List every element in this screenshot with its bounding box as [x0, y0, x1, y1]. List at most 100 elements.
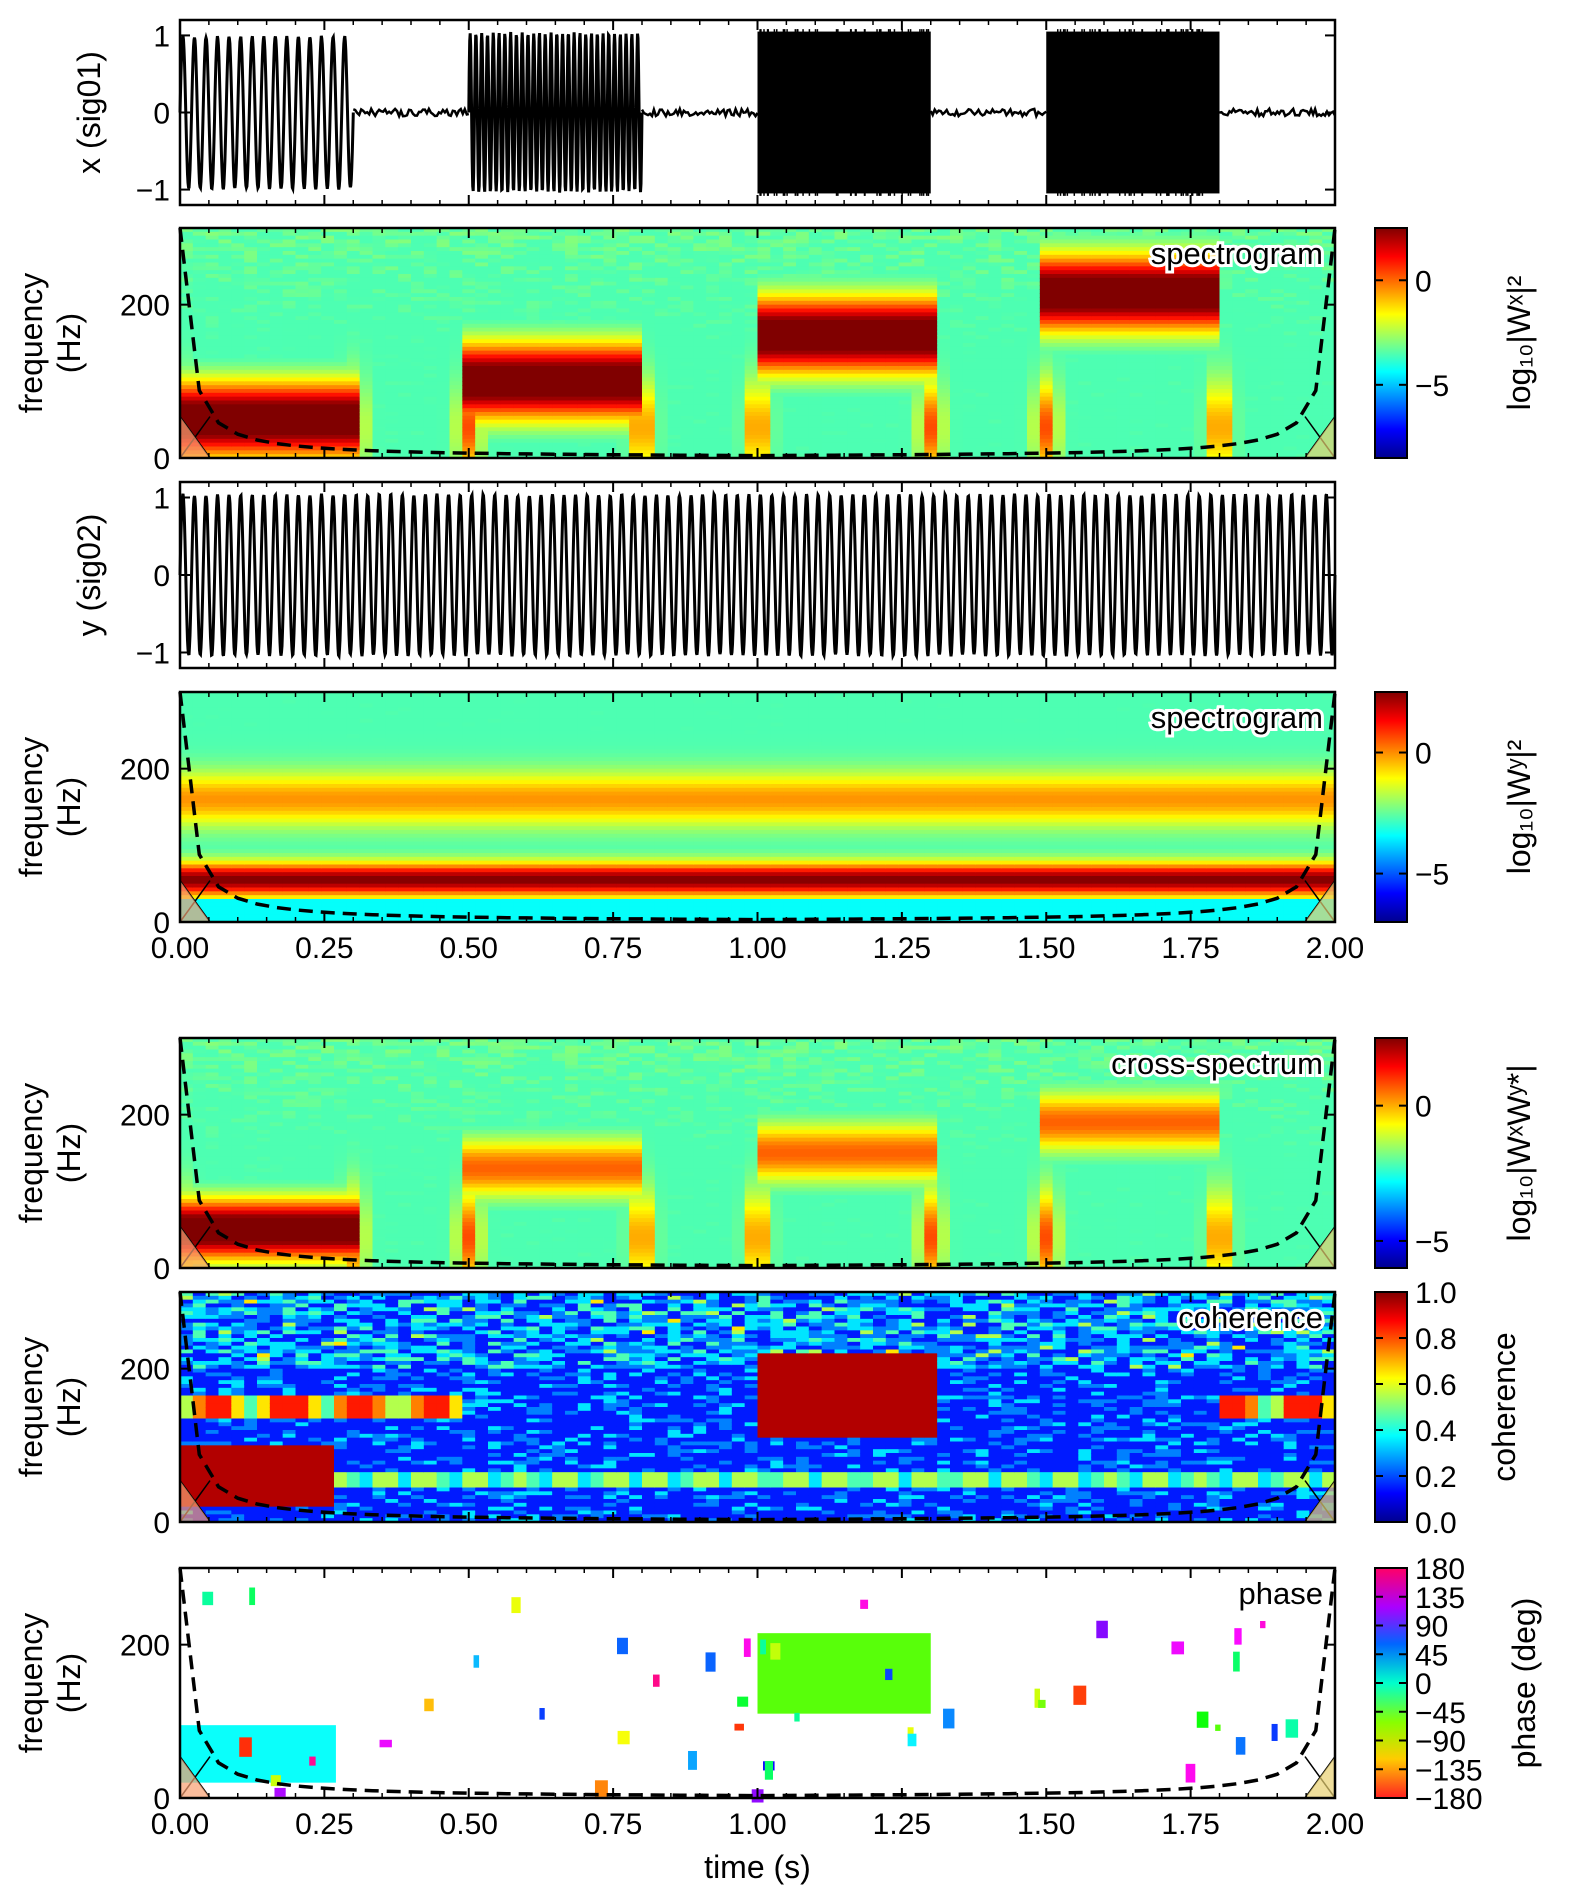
heatmap-cell: [219, 328, 232, 332]
heatmap-cell: [334, 339, 347, 343]
heatmap-cell: [360, 259, 373, 263]
heatmap-cell: [398, 312, 411, 316]
heatmap-cell: [437, 324, 450, 328]
heatmap-cell: [501, 263, 514, 267]
heatmap-cell: [475, 447, 488, 451]
heatmap-cell: [411, 289, 424, 293]
heatmap-cell: [475, 266, 488, 270]
heatmap-cell: [462, 328, 475, 332]
heatmap-cell: [206, 293, 219, 297]
heatmap-cell: [437, 328, 450, 332]
heatmap-cell: [475, 270, 488, 274]
heatmap-cell: [488, 240, 501, 244]
heatmap-cell: [424, 236, 437, 240]
heatmap-cell: [308, 263, 321, 267]
heatmap-cell: [424, 378, 437, 382]
heatmap-cell: [373, 312, 386, 316]
heatmap-cell: [385, 278, 398, 282]
heatmap-cell: [411, 381, 424, 385]
heatmap-cell: [360, 401, 373, 405]
heatmap-cell: [398, 232, 411, 236]
heatmap-cell: [501, 324, 514, 328]
heatmap-cell: [424, 335, 437, 339]
heatmap-cell: [334, 385, 347, 389]
heatmap-cell: [193, 251, 206, 255]
heatmap-cell: [347, 412, 360, 416]
heatmap-cell: [424, 255, 437, 259]
heatmap-cell: [450, 424, 463, 428]
heatmap-cell: [501, 424, 514, 428]
heatmap-cell: [385, 439, 398, 443]
heatmap-cell: [321, 282, 334, 286]
heatmap-cell: [334, 366, 347, 370]
heatmap-cell: [270, 385, 283, 389]
heatmap-cell: [450, 427, 463, 431]
heatmap-cell: [488, 312, 501, 316]
heatmap-cell: [193, 282, 206, 286]
heatmap-cell: [231, 366, 244, 370]
heatmap-cell: [385, 370, 398, 374]
heatmap-cell: [206, 297, 219, 301]
heatmap-cell: [308, 247, 321, 251]
heatmap-cell: [219, 447, 232, 451]
heatmap-cell: [411, 427, 424, 431]
heatmap-cell: [321, 393, 334, 397]
heatmap-cell: [334, 301, 347, 305]
heatmap-cell: [501, 293, 514, 297]
heatmap-cell: [244, 255, 257, 259]
heatmap-cell: [231, 320, 244, 324]
heatmap-cell: [385, 401, 398, 405]
heatmap-cell: [462, 443, 475, 447]
heatmap-cell: [257, 236, 270, 240]
heatmap-cell: [360, 328, 373, 332]
heatmap-cell: [283, 408, 296, 412]
heatmap-cell: [347, 255, 360, 259]
heatmap-cell: [424, 408, 437, 412]
heatmap-cell: [462, 370, 475, 374]
heatmap-cell: [488, 232, 501, 236]
heatmap-cell: [219, 416, 232, 420]
heatmap-cell: [450, 240, 463, 244]
heatmap-cell: [411, 443, 424, 447]
heatmap-cell: [180, 289, 193, 293]
heatmap-cell: [270, 408, 283, 412]
heatmap-cell: [308, 397, 321, 401]
heatmap-cell: [231, 397, 244, 401]
heatmap-cell: [321, 266, 334, 270]
heatmap-cell: [321, 278, 334, 282]
heatmap-cell: [257, 266, 270, 270]
heatmap-cell: [450, 366, 463, 370]
heatmap-cell: [347, 374, 360, 378]
heatmap-cell: [488, 420, 501, 424]
heatmap-cell: [488, 431, 501, 435]
signal-trace: [353, 109, 469, 116]
heatmap-cell: [334, 332, 347, 336]
heatmap-cell: [270, 412, 283, 416]
heatmap-cell: [501, 286, 514, 290]
heatmap-cell: [193, 270, 206, 274]
heatmap-cell: [501, 431, 514, 435]
heatmap-cell: [270, 255, 283, 259]
heatmap-cell: [231, 286, 244, 290]
heatmap-cell: [462, 278, 475, 282]
heatmap-cell: [193, 255, 206, 259]
heatmap-cell: [296, 435, 309, 439]
heatmap-cell: [462, 351, 475, 355]
heatmap-cell: [360, 289, 373, 293]
heatmap-cell: [424, 404, 437, 408]
heatmap-cell: [296, 416, 309, 420]
heatmap-cell: [462, 286, 475, 290]
heatmap-cell: [296, 339, 309, 343]
heatmap-cell: [424, 435, 437, 439]
heatmap-cell: [501, 236, 514, 240]
heatmap-cell: [219, 381, 232, 385]
heatmap-cell: [219, 393, 232, 397]
heatmap-cell: [244, 412, 257, 416]
heatmap-cell: [424, 401, 437, 405]
heatmap-cell: [347, 420, 360, 424]
heatmap-cell: [257, 289, 270, 293]
heatmap-cell: [398, 443, 411, 447]
heatmap-cell: [257, 431, 270, 435]
heatmap-cell: [244, 247, 257, 251]
heatmap-cell: [450, 332, 463, 336]
